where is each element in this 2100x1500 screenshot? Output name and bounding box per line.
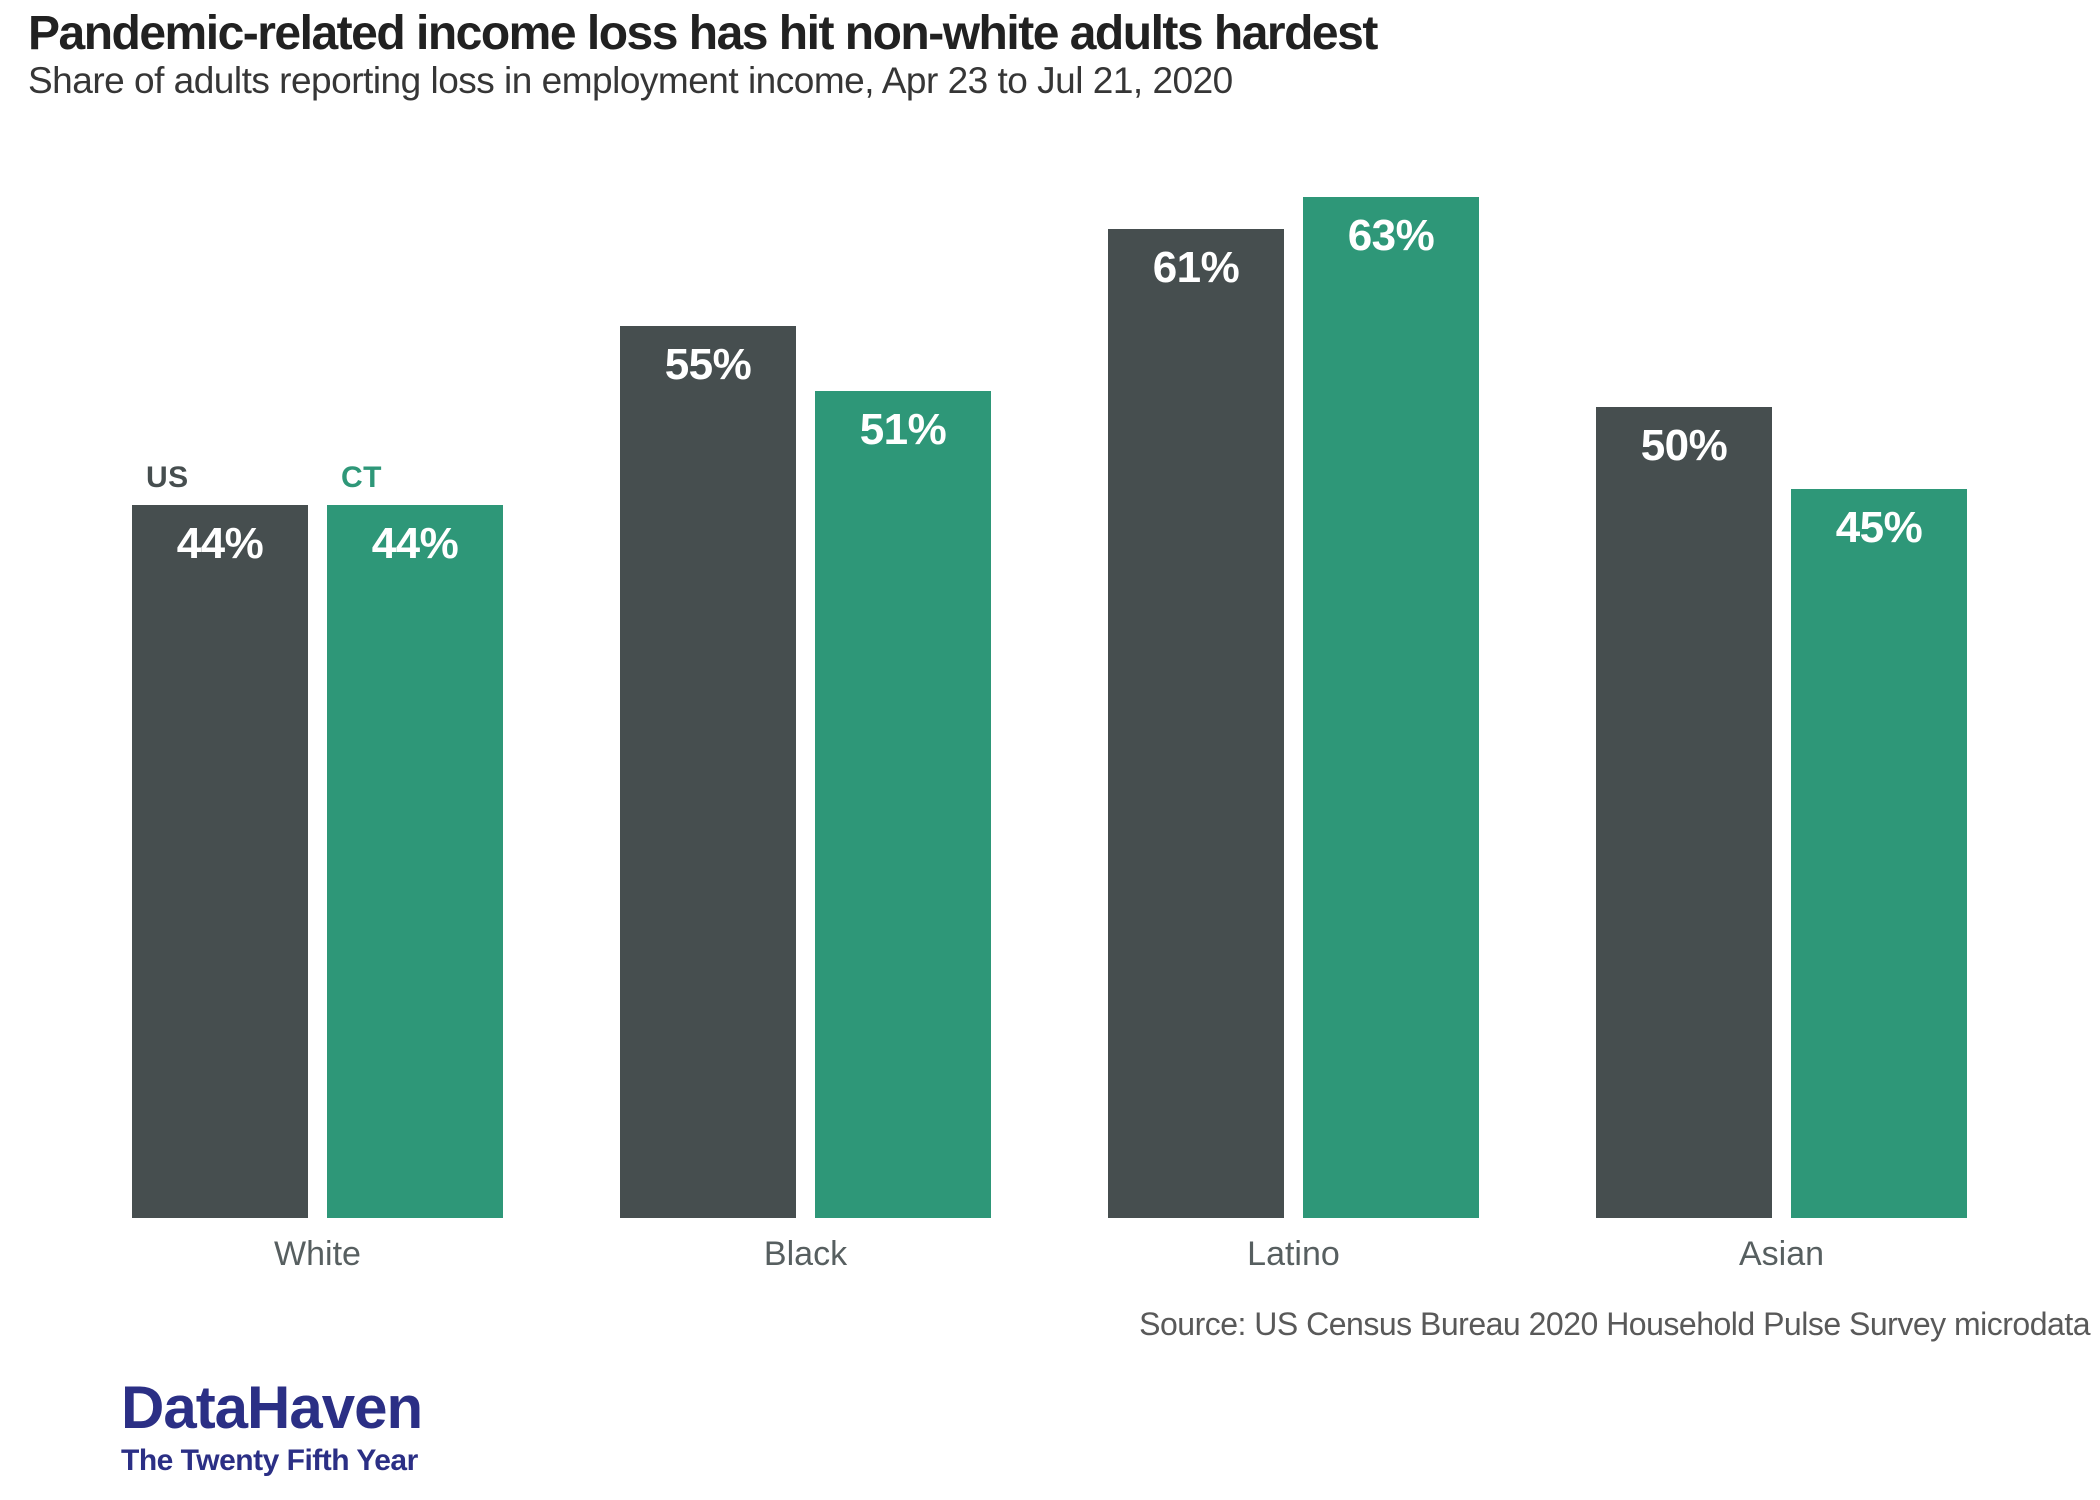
bar-ct-asian: 45% <box>1791 489 1967 1218</box>
bar-us-asian: 50% <box>1596 407 1772 1218</box>
bar-value-label: 55% <box>664 340 752 389</box>
bar-us-white: 44% <box>132 505 308 1218</box>
bar-ct-white: 44% <box>327 505 503 1218</box>
category-label-white: White <box>274 1235 361 1273</box>
bar-value-label: 63% <box>1347 211 1435 260</box>
bar-value-label: 45% <box>1835 503 1923 552</box>
logo-tagline: The Twenty Fifth Year <box>121 1444 418 1477</box>
logo-wordmark: DataHaven <box>121 1374 423 1441</box>
bar-value-label: 44% <box>176 519 264 568</box>
series-label-us: US <box>146 461 189 494</box>
bar-group-white: 44% US 44% CT White <box>132 0 503 1273</box>
bar-group-latino: 61% 63% Latino <box>1108 0 1479 1273</box>
chart-title: Pandemic-related income loss has hit non… <box>28 7 1378 60</box>
bar-ct-black: 51% <box>815 391 991 1218</box>
series-label-ct: CT <box>341 461 382 494</box>
category-label-asian: Asian <box>1738 1235 1825 1273</box>
bar-us-black: 55% <box>620 326 796 1218</box>
bar-group-asian: 50% 45% Asian <box>1596 0 1967 1273</box>
chart-subtitle: Share of adults reporting loss in employ… <box>28 60 1233 101</box>
source-note: Source: US Census Bureau 2020 Household … <box>1139 1306 2090 1342</box>
datahaven-logo: DataHaven The Twenty Fifth Year <box>121 1374 423 1478</box>
bar-us-latino: 61% <box>1108 229 1284 1218</box>
bar-group-black: 55% 51% Black <box>620 0 991 1273</box>
bar-value-label: 51% <box>859 405 947 454</box>
bar-chart-plot: 44% US 44% CT White 55% 51% Black 61% 63% Latino 50… <box>132 0 1967 1273</box>
bar-ct-latino: 63% <box>1303 197 1479 1218</box>
bar-value-label: 44% <box>371 519 459 568</box>
bar-value-label: 61% <box>1152 243 1240 292</box>
category-label-black: Black <box>763 1235 848 1273</box>
category-label-latino: Latino <box>1247 1235 1340 1273</box>
bar-value-label: 50% <box>1640 421 1728 470</box>
